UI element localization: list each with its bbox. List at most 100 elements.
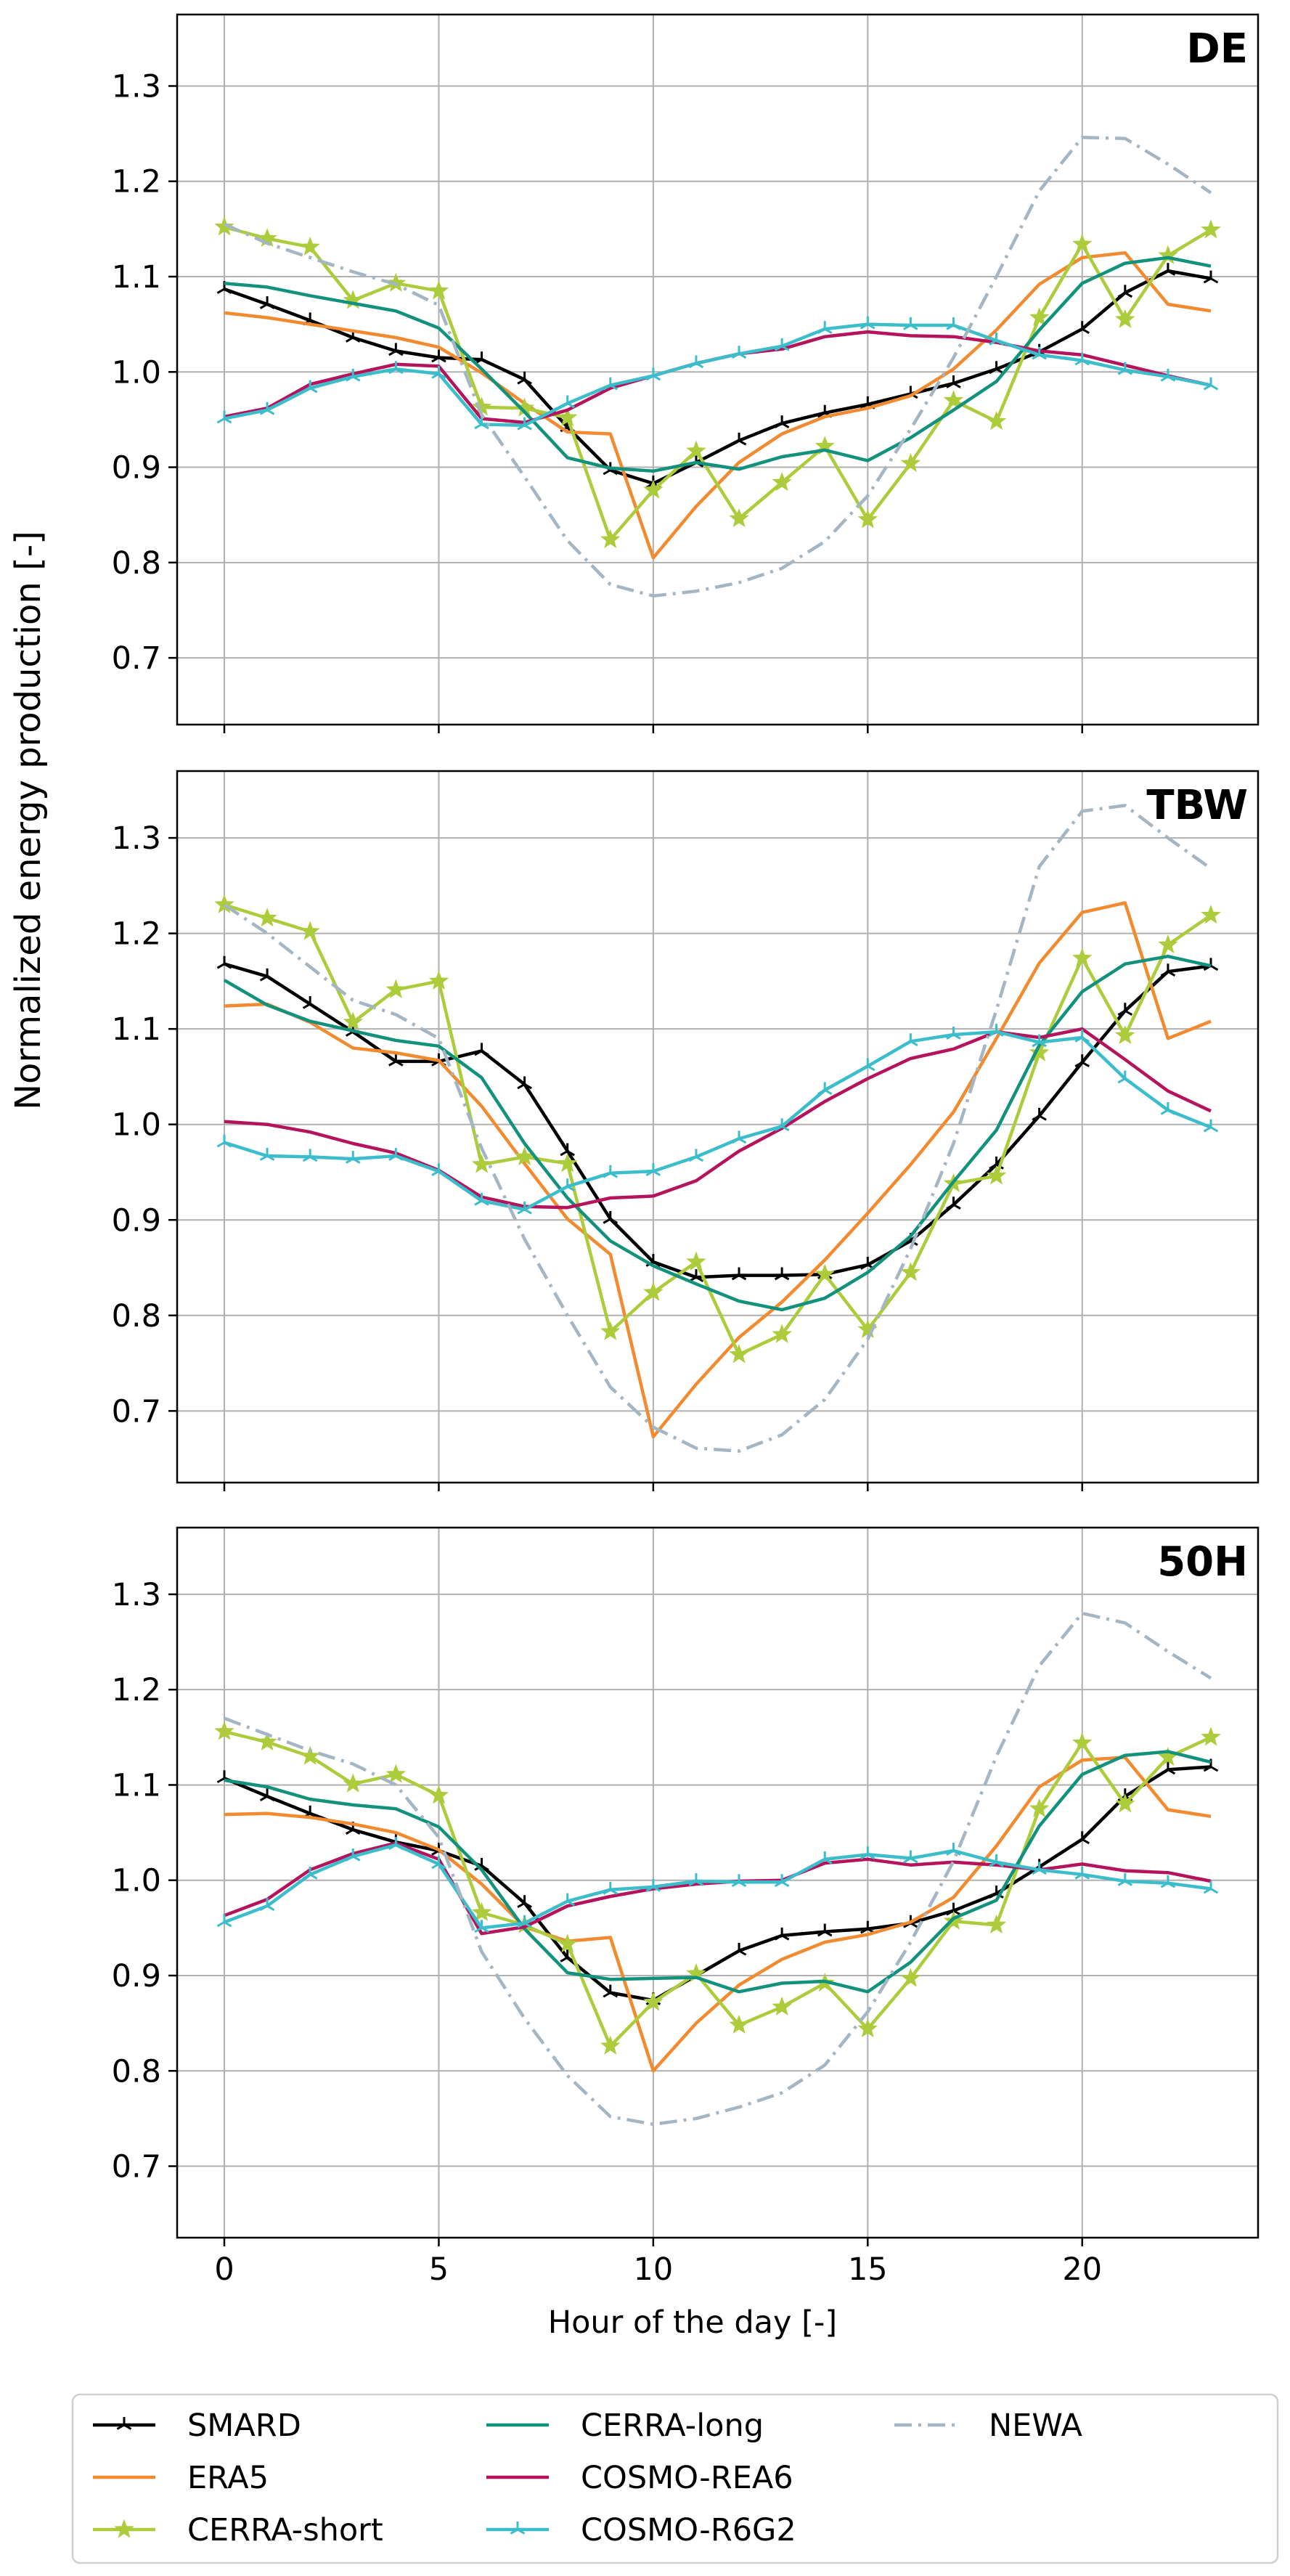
- series-line-cerra-short: [224, 225, 1212, 542]
- data-point-cerra-short: [471, 1154, 492, 1173]
- data-point-cosmo-r6g2: [989, 332, 1004, 346]
- series-line-cerra-long: [224, 256, 1212, 473]
- data-point-cerra-short: [600, 529, 621, 548]
- y-tick-label: 1.0: [112, 354, 161, 391]
- y-tick-label: 0.7: [112, 1393, 161, 1430]
- data-point-cerra-short: [1029, 1042, 1050, 1061]
- data-point-smard: [1160, 1761, 1176, 1775]
- data-point-cosmo-r6g2: [1074, 352, 1090, 366]
- y-tick-label: 0.8: [112, 2053, 161, 2090]
- data-point-cosmo-r6g2: [603, 1881, 619, 1895]
- x-tick-label: 5: [429, 2251, 449, 2288]
- data-point-cerra-short: [385, 1764, 407, 1783]
- data-point-smard: [774, 1927, 790, 1941]
- data-point-cerra-short: [729, 1344, 749, 1364]
- y-tick-label: 1.2: [112, 916, 161, 953]
- data-point-smard: [1032, 1107, 1047, 1121]
- data-point-cerra-short: [1115, 1793, 1135, 1813]
- data-point-cerra-short: [257, 1731, 277, 1751]
- series-line-cerra-long: [224, 1750, 1212, 1994]
- data-point-cerra-short: [1115, 1024, 1135, 1045]
- legend-item-cerra-long: CERRA-long: [486, 2408, 764, 2444]
- plot-area: [214, 1611, 1221, 2127]
- data-point-cosmo-r6g2: [302, 1149, 318, 1162]
- data-point-cosmo-r6g2: [946, 1843, 961, 1856]
- series-line-cerra-short: [224, 1729, 1212, 2048]
- series-line-cosmo-r6g2: [224, 322, 1212, 428]
- series-line-newa: [224, 136, 1212, 598]
- data-point-cerra-short: [1201, 905, 1221, 924]
- x-tick-label: 0: [214, 2251, 234, 2288]
- data-point-cosmo-r6g2: [645, 1163, 661, 1176]
- data-point-cerra-short: [1029, 1798, 1050, 1817]
- data-point-cosmo-r6g2: [1117, 1873, 1133, 1886]
- data-point-cosmo-r6g2: [1032, 346, 1047, 360]
- data-point-cerra-short: [385, 979, 407, 998]
- data-point-cosmo-r6g2: [860, 1058, 875, 1072]
- data-point-cerra-short: [686, 440, 706, 460]
- legend-item-cosmo-r6g2: COSMO-R6G2: [486, 2512, 796, 2548]
- x-axis-label: Hour of the day [-]: [548, 2304, 837, 2341]
- series-line-smard: [224, 1765, 1212, 2002]
- legend-label: SMARD: [187, 2408, 301, 2444]
- data-point-smard: [1203, 270, 1219, 284]
- data-point-cosmo-r6g2: [1117, 362, 1133, 375]
- data-point-cosmo-r6g2: [1032, 1034, 1047, 1048]
- data-point-cerra-short: [343, 1011, 363, 1031]
- series-line-smard: [224, 269, 1212, 486]
- data-point-cerra-short: [986, 411, 1007, 431]
- data-point-cerra-short: [1072, 947, 1093, 967]
- data-point-cosmo-r6g2: [731, 1130, 747, 1144]
- data-point-cosmo-r6g2: [560, 1178, 575, 1192]
- data-point-cerra-short: [686, 1251, 706, 1271]
- y-tick-label: 1.2: [112, 164, 161, 200]
- data-point-smard: [216, 281, 232, 294]
- data-point-cerra-short: [857, 2018, 878, 2038]
- data-point-smard: [431, 349, 446, 363]
- data-point-smard: [731, 1267, 747, 1281]
- series-line-newa: [224, 1611, 1212, 2127]
- data-point-smard: [259, 968, 275, 982]
- data-point-cerra-short: [300, 921, 320, 940]
- y-tick-label: 1.3: [112, 1577, 161, 1613]
- data-point-cosmo-r6g2: [388, 1837, 404, 1850]
- data-point-cerra-short: [214, 1721, 234, 1740]
- data-point-cerra-short: [1029, 307, 1050, 327]
- data-point-cosmo-r6g2: [1074, 1866, 1090, 1880]
- data-point-cosmo-r6g2: [302, 380, 318, 394]
- data-point-cosmo-r6g2: [259, 402, 275, 415]
- data-point-cosmo-r6g2: [560, 395, 575, 409]
- data-point-smard: [774, 415, 790, 428]
- data-point-cosmo-r6g2: [1203, 377, 1219, 391]
- x-tick-label: 15: [848, 2251, 888, 2288]
- data-point-smard: [731, 1942, 747, 1956]
- data-point-cosmo-r6g2: [731, 346, 747, 359]
- panel-title: TBW: [1146, 782, 1248, 829]
- data-point-smard: [817, 1923, 833, 1937]
- data-point-cosmo-r6g2: [774, 1874, 790, 1888]
- plot-area: [214, 804, 1221, 1453]
- data-point-cosmo-r6g2: [731, 1874, 747, 1888]
- data-point-cosmo-r6g2: [216, 410, 232, 424]
- data-point-smard: [388, 1053, 404, 1067]
- series-line-cosmo-r6g2: [224, 1843, 1212, 1930]
- data-point-cerra-short: [1158, 934, 1178, 954]
- data-point-cerra-short: [471, 1902, 492, 1922]
- data-point-cosmo-r6g2: [903, 1850, 918, 1864]
- data-point-cerra-short: [257, 908, 277, 927]
- legend-item-era5: ERA5: [93, 2460, 269, 2496]
- data-point-cerra-short: [772, 1996, 792, 2015]
- data-point-cosmo-r6g2: [1117, 1070, 1133, 1084]
- data-point-cerra-short: [428, 280, 449, 300]
- data-point-cosmo-r6g2: [259, 1148, 275, 1161]
- axes-frame: [176, 770, 1260, 1484]
- data-point-cosmo-r6g2: [1074, 1030, 1090, 1043]
- y-tick-label: 0.8: [112, 1298, 161, 1334]
- chart-panel-50h: 0.7 0.8 0.9 1.0 1.1 1.2 1.3 0 5 10 15 20 50H: [112, 1526, 1260, 2288]
- data-point-cosmo-r6g2: [946, 317, 961, 330]
- legend-marker: [510, 2522, 526, 2535]
- y-tick-label: 1.0: [112, 1863, 161, 1899]
- data-point-smard: [603, 1210, 619, 1224]
- legend-label: NEWA: [989, 2408, 1083, 2444]
- y-tick-label: 1.1: [112, 1767, 161, 1803]
